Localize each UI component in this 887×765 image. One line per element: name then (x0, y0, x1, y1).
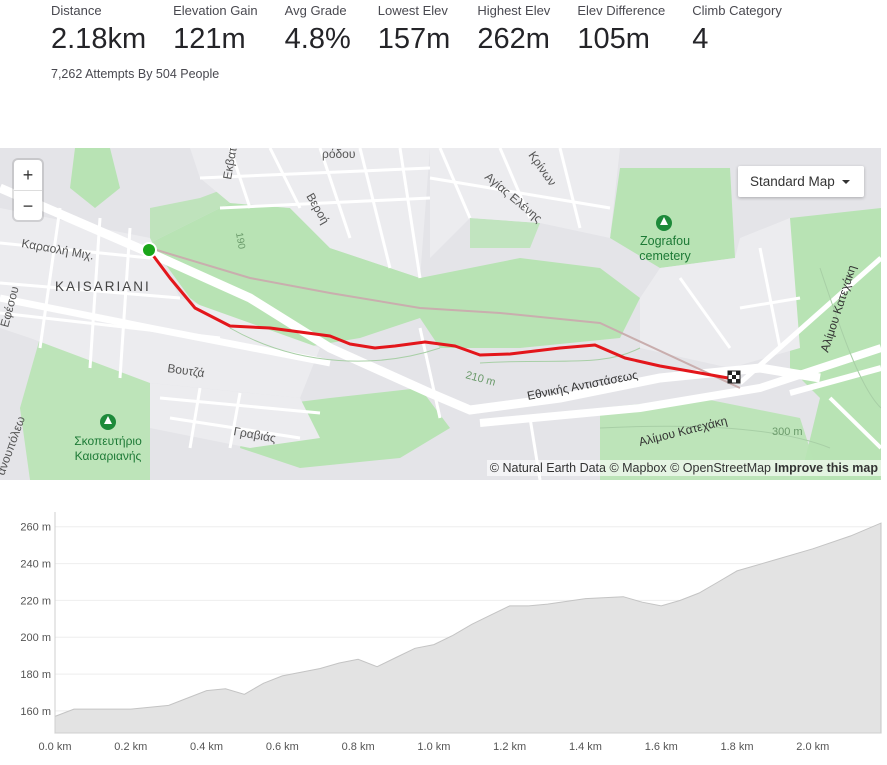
y-tick-label: 180 m (20, 669, 51, 681)
map-label-kaisariani: KAISARIANI (55, 279, 151, 294)
x-tick-labels: 0.0 km 0.2 km 0.4 km 0.6 km 0.8 km 1.0 km 1.2 … (38, 741, 829, 753)
stat-value: 157m (377, 23, 451, 55)
map-path (149, 247, 741, 389)
map-minor-streets (0, 148, 801, 480)
x-tick-label: 0.8 km (342, 741, 375, 753)
stat-elevation-gain: Elevation Gain 121m (173, 3, 258, 57)
x-tick-label: 0.0 km (38, 741, 71, 753)
map-contours (229, 267, 881, 449)
map-label-contour-210: 210 m (464, 369, 497, 389)
caret-down-icon (842, 180, 850, 184)
map-label-ekvat: Εκβατ (220, 148, 239, 181)
elevation-area (54, 522, 882, 734)
attempts-count: 7,262 Attempts By 504 People (51, 67, 220, 81)
stat-label: Lowest Elev (377, 3, 448, 18)
y-tick-label: 260 m (20, 522, 51, 534)
route-start-marker (141, 242, 157, 258)
stat-value: 105m (577, 23, 650, 55)
segment-stats: Distance 2.18km Elevation Gain 121m Avg … (51, 3, 809, 57)
x-tick-label: 1.2 km (493, 741, 526, 753)
map-zoom-control: + − (14, 160, 42, 220)
map-label-voutza: Βουτζά (167, 361, 206, 380)
stat-climb-category: Climb Category 4 (692, 3, 782, 57)
stat-label: Highest Elev (477, 3, 551, 18)
stat-value: 121m (173, 23, 246, 55)
stat-highest-elev: Highest Elev 262m (477, 3, 550, 57)
map-canvas[interactable]: KAISARIANI Καραολή Μιχ. Βουτζά Γραβιάς Ε… (0, 148, 881, 480)
map-attribution: © Natural Earth Data © Mapbox © OpenStre… (486, 460, 881, 476)
attribution-text: © Natural Earth Data © Mapbox © OpenStre… (489, 461, 772, 475)
map-style-select[interactable]: Standard Map (738, 166, 864, 197)
y-tick-label: 240 m (20, 559, 51, 571)
x-tick-label: 0.2 km (114, 741, 147, 753)
stat-avg-grade: Avg Grade 4.8% (285, 3, 351, 57)
tree-icon (100, 414, 116, 430)
map-label-contour-300: 300 m (772, 426, 803, 438)
x-tick-label: 1.4 km (569, 741, 602, 753)
map-label-kaisarianis: Καισαριανής (75, 449, 142, 463)
x-tick-label: 0.4 km (190, 741, 223, 753)
y-tick-label: 160 m (20, 706, 51, 718)
map-label-zografou: Zografou (640, 234, 690, 248)
y-tick-label: 220 m (20, 595, 51, 607)
stat-elev-difference: Elev Difference 105m (577, 3, 665, 57)
stat-value: 2.18km (51, 23, 147, 55)
map-style-label: Standard Map (750, 174, 835, 189)
tree-icon (656, 215, 672, 231)
improve-map-link[interactable]: Improve this map (774, 461, 879, 475)
y-tick-label: 200 m (20, 632, 51, 644)
stat-value: 4.8% (284, 23, 351, 55)
map-label-contour-190: 190 (233, 232, 247, 251)
elevation-profile-chart[interactable]: 160 m 180 m 200 m 220 m 240 m 260 m 0.0 km 0.2… (0, 500, 887, 765)
zoom-out-button[interactable]: − (22, 196, 34, 216)
x-tick-label: 0.6 km (266, 741, 299, 753)
route-finish-flag-icon (727, 370, 741, 384)
stat-label: Elevation Gain (173, 3, 258, 18)
stat-label: Elev Difference (577, 3, 666, 18)
zoom-in-button[interactable]: + (14, 160, 42, 191)
x-tick-label: 1.6 km (645, 741, 678, 753)
map-label-ano-polis: ανουπόλεω (0, 414, 28, 477)
segment-map[interactable]: KAISARIANI Καραολή Μιχ. Βουτζά Γραβιάς Ε… (0, 148, 881, 480)
stat-distance: Distance 2.18km (51, 3, 146, 57)
map-label-skopeftirio: Σκοπευτήριο (74, 434, 142, 448)
x-tick-label: 1.0 km (417, 741, 450, 753)
map-label-cemetery: cemetery (639, 249, 691, 263)
x-tick-label: 1.8 km (721, 741, 754, 753)
stat-label: Avg Grade (284, 3, 347, 18)
y-tick-labels: 160 m 180 m 200 m 220 m 240 m 260 m (20, 522, 51, 718)
stat-label: Distance (51, 3, 102, 18)
route-line (147, 249, 729, 380)
map-label-rodou: ρόδου (322, 148, 355, 161)
stat-value: 4 (692, 23, 709, 55)
x-tick-label: 2.0 km (796, 741, 829, 753)
stat-lowest-elev: Lowest Elev 157m (378, 3, 451, 57)
stat-value: 262m (477, 23, 550, 55)
stat-label: Climb Category (692, 3, 782, 18)
